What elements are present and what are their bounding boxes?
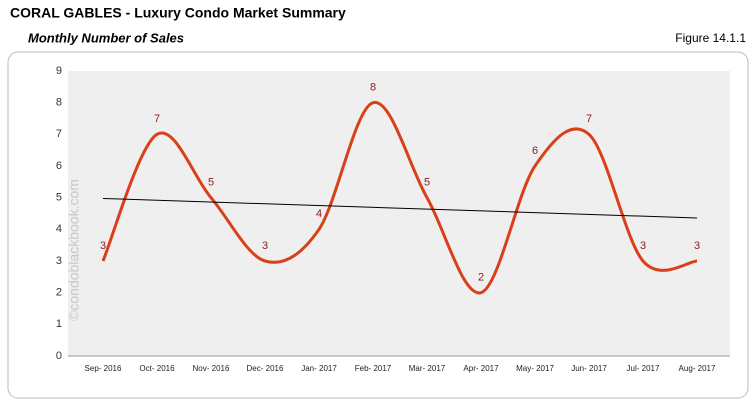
data-label: 3 (640, 240, 646, 252)
x-tick-label: May- 2017 (516, 364, 554, 373)
data-label: 7 (154, 113, 160, 125)
data-label: 8 (370, 82, 376, 94)
y-tick-label: 2 (56, 287, 62, 299)
y-tick-label: 6 (56, 160, 62, 172)
plot-area (68, 71, 730, 356)
y-tick-label: 9 (56, 65, 62, 77)
data-label: 5 (208, 177, 214, 189)
trend-line (102, 197, 698, 219)
data-label: 3 (694, 240, 700, 252)
x-tick-label: Jun- 2017 (571, 364, 607, 373)
y-tick-label: 1 (56, 318, 62, 330)
data-label: 5 (424, 177, 430, 189)
y-tick-label: 8 (56, 97, 62, 109)
x-tick-label: Jan- 2017 (301, 364, 337, 373)
x-tick-label: Sep- 2016 (85, 364, 122, 373)
x-tick-label: Mar- 2017 (409, 364, 446, 373)
watermark: ©condoblackbook.com (66, 179, 82, 321)
chart-title: CORAL GABLES - Luxury Condo Market Summa… (10, 5, 346, 21)
y-tick-label: 4 (56, 223, 62, 235)
data-label: 4 (316, 208, 322, 220)
y-tick-label: 0 (56, 350, 62, 362)
x-tick-label: Feb- 2017 (355, 364, 392, 373)
x-tick-label: Aug- 2017 (679, 364, 716, 373)
data-label: 3 (262, 240, 268, 252)
data-label: 3 (100, 240, 106, 252)
series-line (101, 101, 698, 295)
data-label: 2 (478, 272, 484, 284)
x-tick-label: Apr- 2017 (463, 364, 499, 373)
y-tick-label: 5 (56, 192, 62, 204)
x-tick-label: Jul- 2017 (627, 364, 660, 373)
x-tick-label: Oct- 2016 (139, 364, 175, 373)
chart-subtitle: Monthly Number of Sales (28, 30, 184, 45)
y-tick-label: 3 (56, 255, 62, 267)
data-label: 6 (532, 145, 538, 157)
data-label: 7 (586, 113, 592, 125)
figure-label: Figure 14.1.1 (675, 31, 746, 45)
y-tick-label: 7 (56, 128, 62, 140)
x-tick-label: Nov- 2016 (193, 364, 230, 373)
x-tick-label: Dec- 2016 (247, 364, 284, 373)
